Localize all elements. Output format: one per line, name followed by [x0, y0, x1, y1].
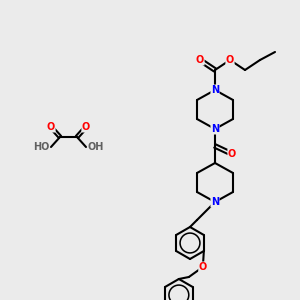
Text: O: O: [82, 122, 90, 132]
Text: OH: OH: [88, 142, 104, 152]
Text: N: N: [211, 197, 219, 207]
Text: N: N: [211, 124, 219, 134]
Text: O: O: [47, 122, 55, 132]
Text: O: O: [199, 262, 207, 272]
Text: HO: HO: [33, 142, 49, 152]
Text: N: N: [211, 85, 219, 95]
Text: O: O: [228, 149, 236, 159]
Text: O: O: [196, 55, 204, 65]
Text: O: O: [226, 55, 234, 65]
